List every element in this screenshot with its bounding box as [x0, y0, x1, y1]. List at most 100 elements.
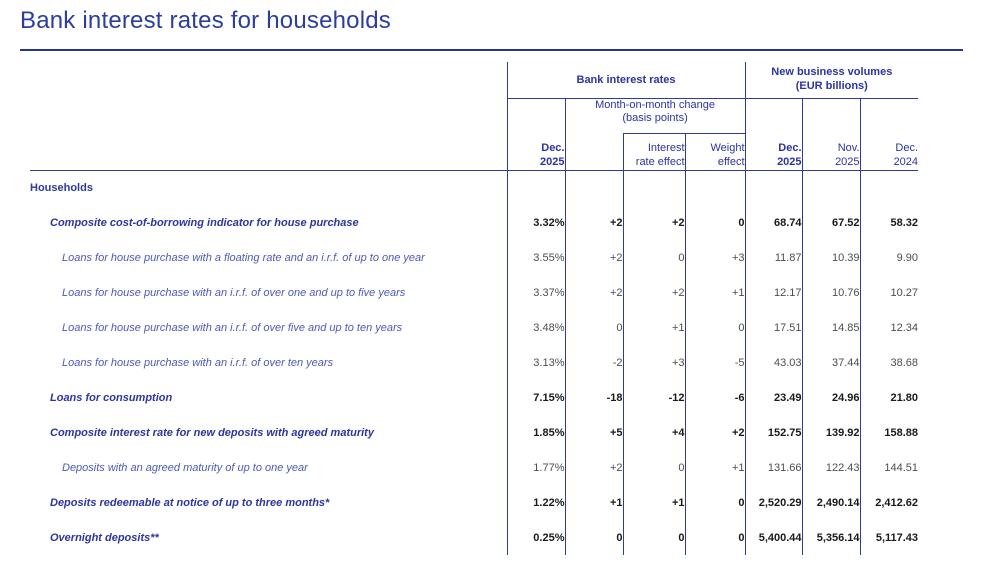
row-label: Loans for house purchase with an i.r.f. … — [62, 321, 403, 334]
value-mom-change — [564, 170, 623, 205]
value-vol-nov-2025: 10.39 — [801, 240, 861, 275]
header-row-effects: Interest rate effect Weight effect — [30, 132, 918, 171]
page-title: Bank interest rates for households — [20, 7, 392, 34]
value-vol-dec-2024: 21.80 — [859, 380, 919, 415]
value-interest-rate-effect: +3 — [622, 345, 685, 380]
value-vol-dec-2024: 9.90 — [859, 240, 919, 275]
value-interest-rate-effect: 0 — [622, 520, 685, 555]
row-label: Loans for consumption — [50, 391, 173, 404]
value-mom-change: +2 — [564, 205, 623, 240]
col-header-mom-value-spacer — [564, 133, 623, 171]
value-vol-dec-2024: 38.68 — [859, 345, 919, 380]
value-vol-dec-2024: 12.34 — [859, 310, 919, 345]
row-label: Loans for house purchase with an i.r.f. … — [62, 286, 406, 299]
value-vol-dec-2024: 10.27 — [859, 275, 919, 310]
value-vol-dec-2025: 23.49 — [744, 380, 803, 415]
table-row: Composite interest rate for new deposits… — [30, 415, 919, 450]
value-vol-nov-2025: 37.44 — [801, 345, 861, 380]
title-divider — [20, 49, 963, 51]
value-vol-nov-2025: 2,490.14 — [801, 485, 861, 520]
row-label: Deposits redeemable at notice of up to t… — [50, 496, 330, 509]
value-vol-dec-2025: 68.74 — [744, 205, 803, 240]
value-rate-dec-2025: 3.55% — [506, 240, 565, 275]
value-vol-dec-2024: 158.88 — [859, 415, 919, 450]
value-interest-rate-effect — [622, 170, 685, 205]
table-row: Loans for house purchase with a floating… — [30, 240, 919, 275]
interest-rates-table: Bank interest rates New business volumes… — [30, 62, 919, 555]
value-interest-rate-effect: +2 — [622, 275, 685, 310]
value-vol-nov-2025: 10.76 — [801, 275, 861, 310]
value-mom-change: 0 — [564, 310, 623, 345]
value-weight-effect: 0 — [684, 310, 746, 345]
col-header-month-on-month-change: Month-on-month change (basis points) — [564, 98, 746, 133]
value-weight-effect: +2 — [684, 415, 746, 450]
value-interest-rate-effect: +2 — [622, 205, 685, 240]
value-rate-dec-2025: 7.15% — [506, 380, 565, 415]
table-row: Overnight deposits** 0.25% 0 0 0 5,400.4… — [30, 520, 919, 555]
col-header-vol-nov-2025: Nov. 2025 — [801, 98, 861, 171]
value-vol-dec-2024 — [859, 170, 919, 205]
value-vol-nov-2025: 122.43 — [801, 450, 861, 485]
table-row: Loans for consumption 7.15% -18 -12 -6 2… — [30, 380, 919, 415]
col-header-vol-dec-2024: Dec. 2024 — [859, 98, 919, 171]
value-weight-effect: -6 — [684, 380, 746, 415]
col-header-vol-dec-2025: Dec. 2025 — [744, 98, 803, 171]
value-vol-dec-2024: 2,412.62 — [859, 485, 919, 520]
value-mom-change: -18 — [564, 380, 623, 415]
col-header-rates-dec-2025: Dec. 2025 — [506, 98, 565, 171]
value-rate-dec-2025: 0.25% — [506, 520, 565, 555]
value-interest-rate-effect: +1 — [622, 485, 685, 520]
header-row-subgroups: Dec. 2025 Month-on-month change (basis p… — [30, 98, 919, 171]
value-interest-rate-effect: -12 — [622, 380, 685, 415]
value-rate-dec-2025: 1.22% — [506, 485, 565, 520]
header-row-groups: Bank interest rates New business volumes… — [30, 62, 919, 171]
value-weight-effect: +1 — [684, 450, 746, 485]
group-header-new-business-volumes: New business volumes (EUR billions) — [744, 62, 919, 99]
row-label: Deposits with an agreed maturity of up t… — [62, 461, 308, 474]
value-rate-dec-2025 — [506, 170, 565, 205]
row-label: Loans for house purchase with a floating… — [62, 251, 425, 264]
value-weight-effect: -5 — [684, 345, 746, 380]
row-label: Composite cost-of-borrowing indicator fo… — [50, 216, 359, 229]
value-vol-dec-2024: 5,117.43 — [859, 520, 919, 555]
table-row: Loans for house purchase with an i.r.f. … — [30, 275, 919, 310]
row-label: Households — [30, 181, 93, 194]
value-vol-nov-2025 — [801, 170, 861, 205]
value-vol-dec-2025: 11.87 — [744, 240, 803, 275]
value-vol-dec-2025 — [744, 170, 803, 205]
value-mom-change: +5 — [564, 415, 623, 450]
value-interest-rate-effect: 0 — [622, 450, 685, 485]
value-vol-dec-2025: 43.03 — [744, 345, 803, 380]
value-weight-effect: 0 — [684, 520, 746, 555]
value-vol-dec-2025: 17.51 — [744, 310, 803, 345]
value-weight-effect: 0 — [684, 485, 746, 520]
value-rate-dec-2025: 3.37% — [506, 275, 565, 310]
table-row: Loans for house purchase with an i.r.f. … — [30, 345, 919, 380]
value-vol-nov-2025: 24.96 — [801, 380, 861, 415]
value-vol-dec-2025: 5,400.44 — [744, 520, 803, 555]
value-mom-change: +2 — [564, 450, 623, 485]
col-header-interest-rate-effect: Interest rate effect — [622, 132, 685, 171]
value-rate-dec-2025: 3.48% — [506, 310, 565, 345]
value-mom-change: +1 — [564, 485, 623, 520]
value-interest-rate-effect: +4 — [622, 415, 685, 450]
value-vol-dec-2025: 152.75 — [744, 415, 803, 450]
value-rate-dec-2025: 1.85% — [506, 415, 565, 450]
table-row: Deposits with an agreed maturity of up t… — [30, 450, 919, 485]
value-mom-change: 0 — [564, 520, 623, 555]
value-mom-change: -2 — [564, 345, 623, 380]
value-vol-dec-2025: 2,520.29 — [744, 485, 803, 520]
value-weight-effect — [684, 170, 746, 205]
value-rate-dec-2025: 3.32% — [506, 205, 565, 240]
value-interest-rate-effect: 0 — [622, 240, 685, 275]
header-label-spacer — [30, 62, 507, 171]
value-mom-change: +2 — [564, 275, 623, 310]
row-label: Overnight deposits** — [50, 531, 159, 544]
value-mom-change: +2 — [564, 240, 623, 275]
row-label: Composite interest rate for new deposits… — [50, 426, 374, 439]
value-rate-dec-2025: 1.77% — [506, 450, 565, 485]
value-weight-effect: +1 — [684, 275, 746, 310]
value-weight-effect: +3 — [684, 240, 746, 275]
value-vol-nov-2025: 139.92 — [801, 415, 861, 450]
